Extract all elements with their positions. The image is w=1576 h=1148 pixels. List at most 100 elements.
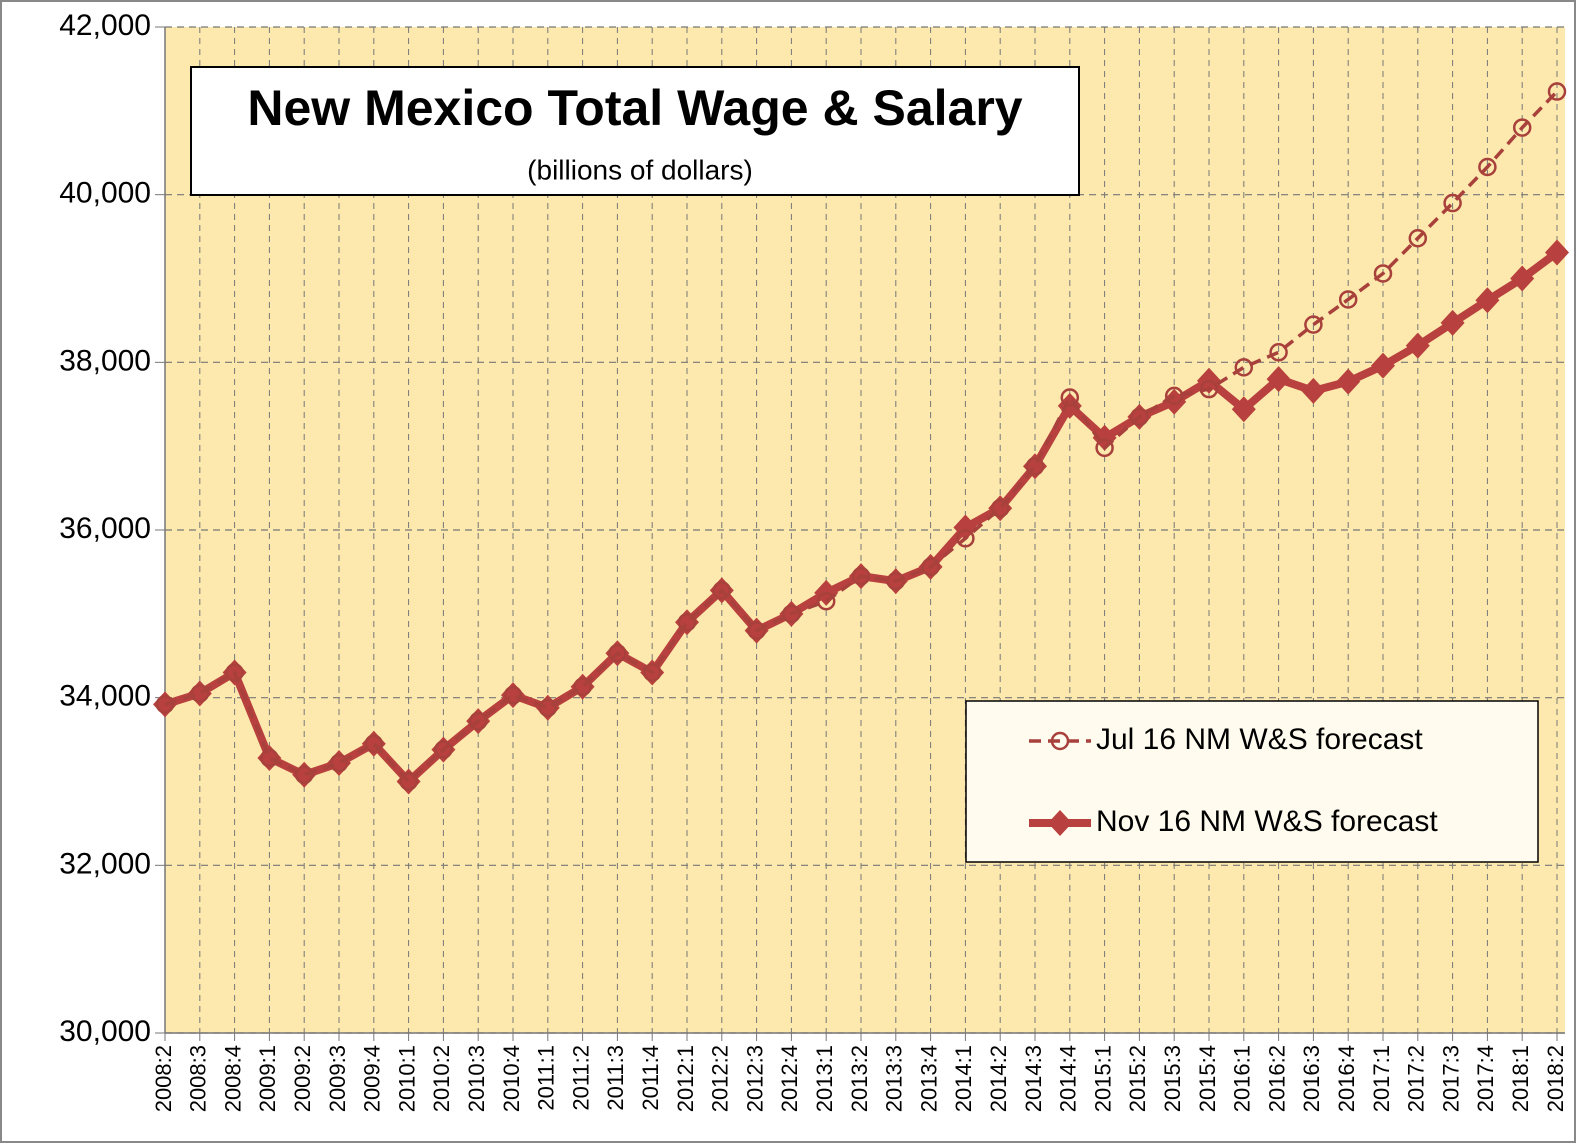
point <box>573 677 592 697</box>
x-tick-label: 2012:1 <box>673 1045 698 1112</box>
x-tick-label: 2011:2 <box>568 1045 593 1111</box>
point <box>1373 264 1393 283</box>
point <box>1162 388 1187 415</box>
point <box>155 695 175 714</box>
x-tick-label: 2009:1 <box>255 1045 280 1112</box>
point <box>677 612 697 632</box>
x-tick-label: 2017:3 <box>1438 1045 1463 1112</box>
y-tick-label: 38,000 <box>59 344 151 377</box>
point <box>1510 265 1535 292</box>
point <box>747 621 766 640</box>
x-tick-label: 2016:3 <box>1299 1045 1324 1112</box>
legend-marker <box>1048 810 1072 836</box>
x-tick-label: 2018:1 <box>1508 1045 1533 1112</box>
x-tick-label: 2010:3 <box>464 1045 489 1112</box>
x-tick-label: 2008:4 <box>220 1045 245 1112</box>
point <box>1371 352 1395 379</box>
point <box>364 734 384 754</box>
point <box>1405 332 1430 359</box>
x-tick-label: 2012:4 <box>777 1045 802 1112</box>
x-tick-label: 2017:4 <box>1473 1045 1498 1112</box>
point <box>1164 386 1184 406</box>
x-tick-label: 2015:3 <box>1160 1045 1185 1112</box>
point <box>1512 118 1532 137</box>
x-tick-label: 2015:2 <box>1125 1045 1150 1112</box>
point <box>329 753 349 773</box>
point <box>1443 193 1462 213</box>
point <box>712 581 732 600</box>
x-tick-label: 2013:1 <box>812 1045 837 1112</box>
point <box>1475 287 1500 314</box>
legend-box <box>965 700 1539 863</box>
x-tick-label: 2018:2 <box>1543 1045 1568 1112</box>
point <box>956 529 975 548</box>
x-tick-label: 2011:4 <box>638 1045 663 1111</box>
point <box>190 684 210 703</box>
y-tick-label: 40,000 <box>59 177 151 210</box>
point <box>503 685 523 705</box>
point <box>816 592 836 611</box>
point <box>1060 388 1080 407</box>
point <box>1234 358 1254 377</box>
point <box>1440 309 1465 336</box>
point <box>1130 407 1149 427</box>
point <box>1336 368 1361 395</box>
y-tick-label: 42,000 <box>59 9 151 42</box>
point <box>1304 315 1323 334</box>
x-tick-label: 2009:2 <box>290 1045 315 1112</box>
point <box>990 498 1010 518</box>
point <box>1408 229 1428 248</box>
x-tick-label: 2009:4 <box>360 1045 385 1112</box>
y-tick-label: 34,000 <box>59 680 151 713</box>
x-tick-label: 2016:2 <box>1264 1045 1289 1112</box>
x-tick-label: 2012:2 <box>708 1045 733 1112</box>
point <box>1266 366 1291 393</box>
x-tick-label: 2010:2 <box>429 1045 454 1112</box>
x-tick-label: 2016:4 <box>1334 1045 1359 1112</box>
point <box>1199 379 1219 399</box>
point <box>1269 343 1288 362</box>
x-tick-label: 2014:1 <box>951 1045 976 1112</box>
point <box>1301 377 1326 404</box>
x-tick-label: 2013:3 <box>882 1045 907 1112</box>
y-tick-label: 36,000 <box>59 512 151 545</box>
point <box>225 663 244 682</box>
point <box>1547 82 1567 101</box>
x-tick-label: 2011:3 <box>603 1045 628 1111</box>
point <box>851 566 871 586</box>
point <box>1545 239 1569 266</box>
chart-title: New Mexico Total Wage & Salary <box>247 80 1022 136</box>
y-tick-label: 30,000 <box>59 1015 151 1048</box>
x-tick-label: 2012:3 <box>742 1045 767 1112</box>
series-line <box>164 90 1559 784</box>
legend-label: Jul 16 NM W&S forecast <box>1096 723 1423 756</box>
y-tick-label: 32,000 <box>59 847 151 880</box>
x-tick-label: 2014:3 <box>1021 1045 1046 1112</box>
x-tick-label: 2015:1 <box>1090 1045 1115 1112</box>
point <box>399 772 418 791</box>
point <box>1231 396 1256 423</box>
point <box>1025 457 1045 476</box>
point <box>886 571 906 591</box>
point <box>294 765 314 785</box>
legend-marker <box>1050 731 1070 751</box>
point <box>642 663 662 682</box>
x-tick-label: 2014:4 <box>1056 1045 1081 1112</box>
x-tick-label: 2013:4 <box>916 1045 941 1112</box>
point <box>538 698 558 717</box>
x-tick-label: 2014:2 <box>986 1045 1011 1112</box>
x-tick-label: 2015:4 <box>1195 1045 1220 1112</box>
x-tick-label: 2008:2 <box>151 1045 176 1112</box>
point <box>921 557 940 577</box>
point <box>608 643 627 663</box>
x-tick-label: 2016:1 <box>1230 1045 1255 1112</box>
x-tick-label: 2010:4 <box>499 1045 524 1112</box>
chart-subtitle: (billions of dollars) <box>527 154 753 185</box>
x-tick-label: 2017:2 <box>1404 1045 1429 1112</box>
legend-label: Nov 16 NM W&S forecast <box>1096 805 1438 838</box>
point <box>1478 157 1497 177</box>
x-tick-label: 2010:1 <box>394 1045 419 1112</box>
title-box <box>190 66 1080 196</box>
